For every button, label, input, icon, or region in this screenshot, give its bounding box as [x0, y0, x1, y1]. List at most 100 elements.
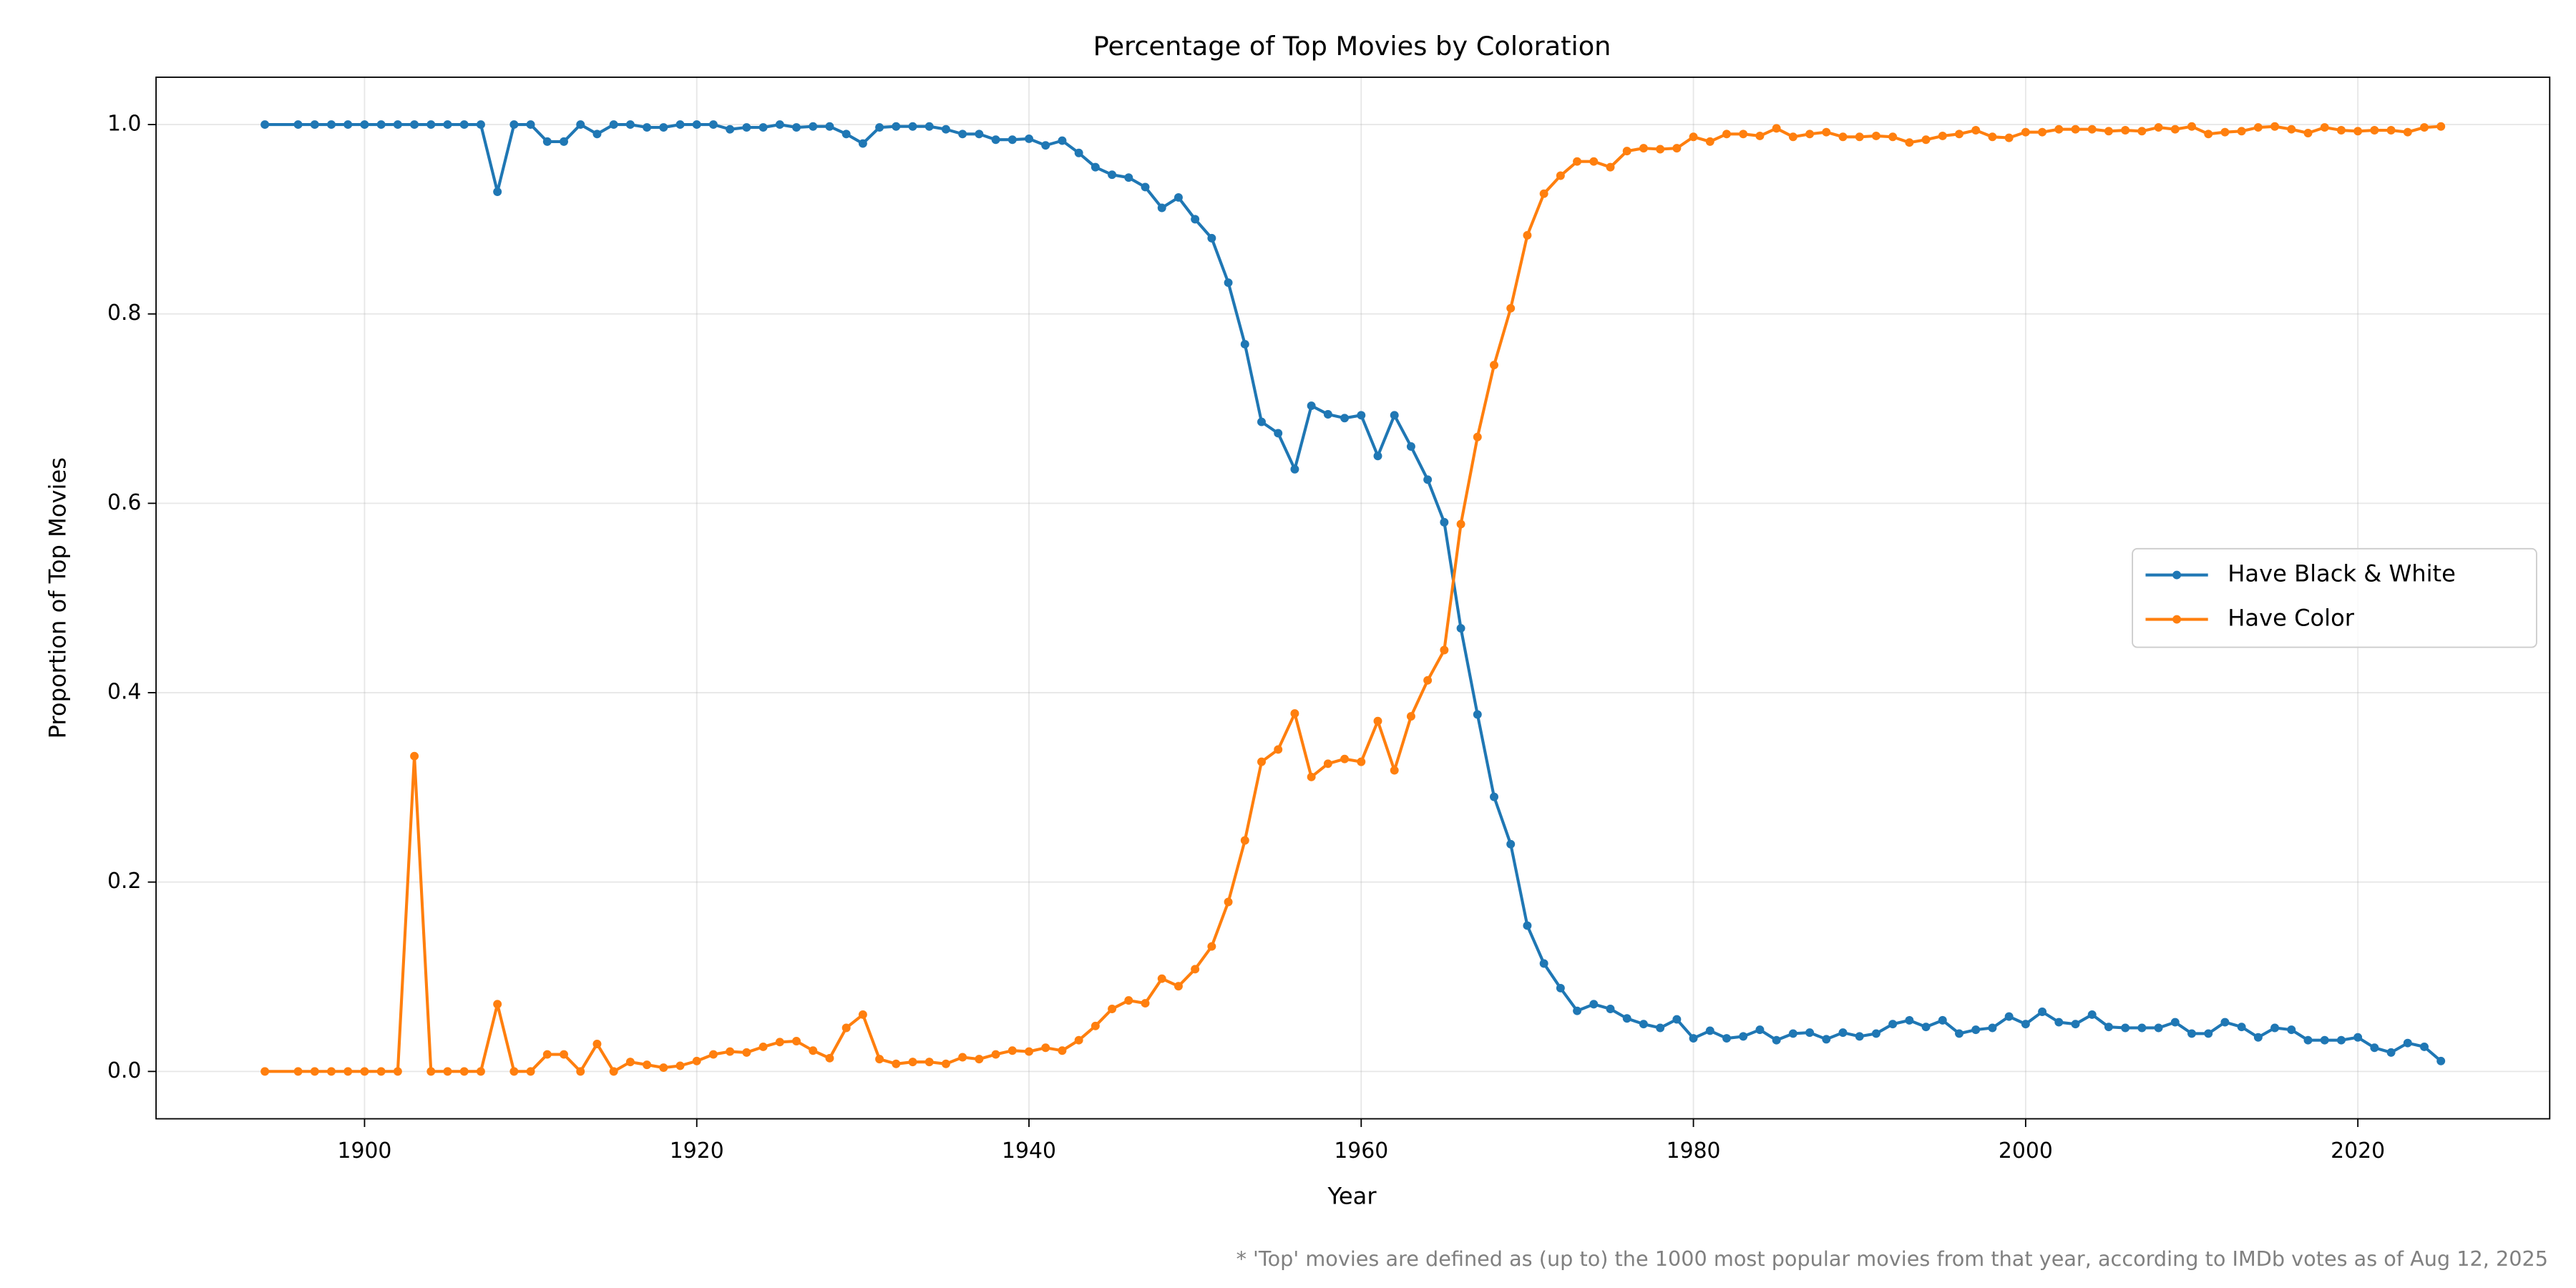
point	[2004, 133, 2014, 142]
point	[875, 123, 884, 132]
point	[2054, 1018, 2064, 1027]
point	[1323, 759, 1332, 769]
point	[376, 120, 386, 130]
point	[2253, 1033, 2263, 1042]
point	[2386, 1048, 2396, 1057]
point	[609, 1067, 618, 1076]
point	[1589, 1000, 1599, 1009]
x-tick-label: 2020	[2331, 1138, 2385, 1163]
point	[592, 1040, 602, 1048]
point	[675, 1061, 685, 1070]
point	[1888, 132, 1898, 142]
point	[1523, 921, 1532, 930]
point	[2087, 1010, 2097, 1019]
point	[576, 120, 585, 130]
point	[1274, 429, 1283, 438]
y-tick-label: 0.8	[107, 301, 141, 326]
point	[2436, 1056, 2446, 1065]
x-tick-label: 1980	[1667, 1138, 1721, 1163]
point	[2287, 125, 2296, 134]
point	[2154, 123, 2163, 132]
point	[310, 1067, 319, 1076]
point	[1788, 132, 1797, 142]
point	[758, 123, 768, 132]
point	[1905, 138, 1914, 147]
point	[1423, 475, 1433, 484]
point	[2071, 1020, 2080, 1029]
point	[1988, 132, 1997, 142]
point	[426, 1067, 436, 1076]
point	[924, 1058, 934, 1067]
point	[924, 122, 934, 131]
point	[1340, 754, 1350, 763]
point	[1008, 135, 1017, 145]
point	[2303, 1035, 2313, 1045]
point	[2403, 127, 2412, 137]
point	[1473, 432, 1482, 441]
point	[1390, 766, 1399, 775]
point	[1672, 1015, 1682, 1024]
point	[1772, 124, 1781, 133]
point	[1988, 1023, 1997, 1033]
point	[1556, 171, 1565, 180]
point	[509, 1067, 519, 1076]
point	[2353, 1033, 2363, 1042]
point	[1025, 1047, 1033, 1056]
point	[2137, 127, 2147, 136]
point	[2370, 126, 2379, 135]
point	[1440, 517, 1449, 527]
point	[659, 123, 668, 132]
point	[426, 120, 436, 130]
point	[2403, 1038, 2412, 1048]
point	[1041, 1043, 1050, 1053]
point	[2204, 1029, 2213, 1038]
point	[975, 1055, 984, 1064]
point	[1838, 1028, 1848, 1038]
point	[1739, 130, 1748, 139]
point	[792, 1037, 801, 1045]
y-axis-label: Proportion of Top Movies	[44, 457, 72, 738]
point	[1157, 974, 1166, 983]
point	[1955, 1029, 1963, 1038]
y-tick-label: 1.0	[107, 112, 141, 137]
point	[726, 1047, 735, 1056]
point	[1739, 1032, 1748, 1041]
point	[459, 1067, 469, 1076]
point	[1971, 126, 1981, 135]
point	[625, 120, 635, 130]
point	[1041, 141, 1050, 150]
point	[1639, 144, 1648, 153]
point	[1108, 170, 1117, 180]
point	[1490, 361, 1498, 370]
point	[327, 120, 336, 130]
point	[1689, 132, 1698, 142]
point	[1091, 162, 1100, 172]
point	[2087, 125, 2097, 134]
point	[2121, 1023, 2130, 1033]
point	[1523, 230, 1532, 240]
point	[809, 1046, 818, 1055]
point	[809, 122, 818, 131]
point	[1423, 675, 1433, 685]
point	[692, 1056, 701, 1065]
point	[1822, 127, 1831, 137]
point	[1805, 130, 1815, 139]
point	[1124, 996, 1133, 1005]
point	[1656, 145, 1665, 154]
point	[2054, 125, 2064, 134]
point	[1456, 624, 1465, 633]
point	[1788, 1029, 1797, 1038]
point	[343, 120, 353, 130]
point	[1174, 192, 1183, 202]
point	[792, 123, 801, 132]
point	[758, 1042, 768, 1051]
point	[260, 120, 270, 130]
point	[659, 1063, 668, 1073]
point	[2137, 1023, 2147, 1033]
point	[2436, 122, 2446, 131]
point	[542, 137, 552, 146]
point	[410, 751, 419, 761]
point	[2320, 123, 2329, 132]
point	[1622, 1014, 1631, 1023]
